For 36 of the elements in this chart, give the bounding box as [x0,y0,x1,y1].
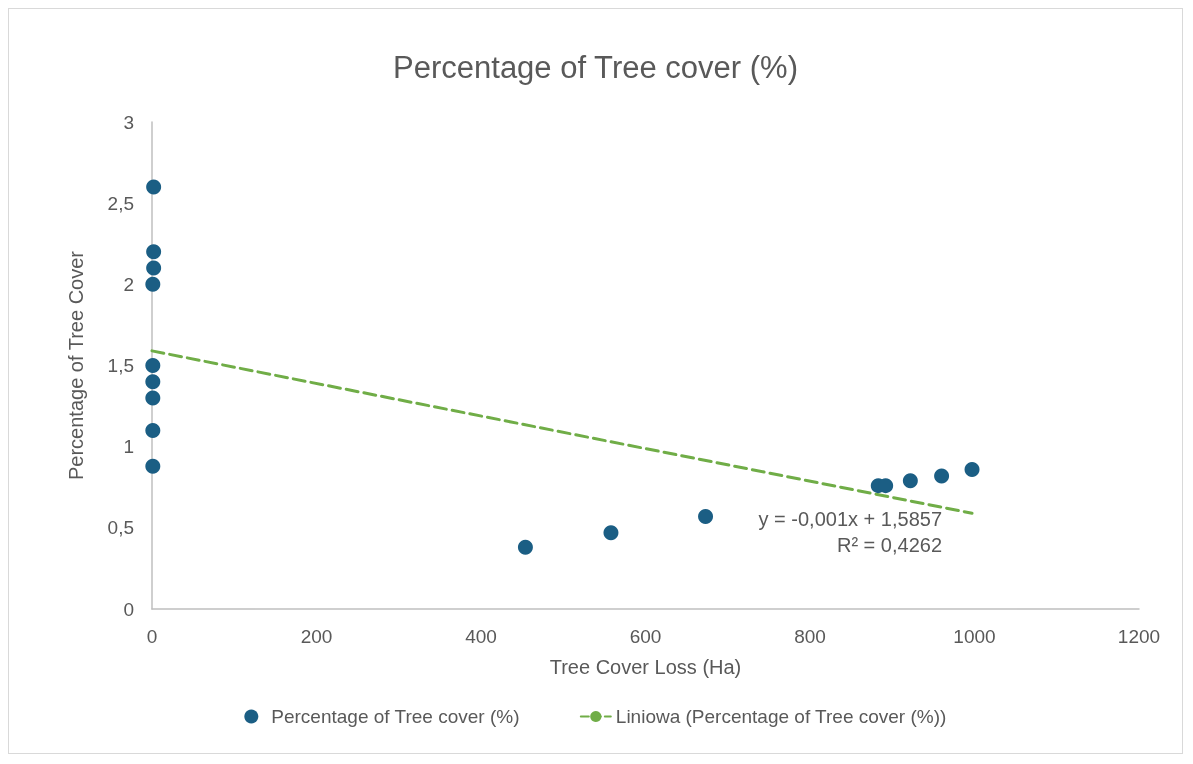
point [145,458,161,474]
point [902,473,918,489]
point [517,539,533,555]
point [964,461,980,477]
x-tick-label: 400 [465,626,497,647]
point [146,179,162,195]
x-tick-label: 800 [794,626,826,647]
point [145,358,161,373]
y-tick-label: 0 [123,598,134,620]
legend-label: Percentage of Tree cover (%) [271,706,520,727]
chart-title: Percentage of Tree cover (%) [393,50,798,85]
x-tick-label: 1000 [953,626,996,647]
y-axis-title: Percentage of Tree Cover [65,250,87,481]
annotation: y = -0,001x + 1,5857 [758,508,942,530]
y-tick-label: 2,5 [107,192,134,214]
x-axis-title: Tree Cover Loss (Ha) [549,656,742,678]
y-tick-label: 0,5 [107,517,134,539]
y-tick-label: 3 [123,111,134,133]
x-tick-label: 0 [146,626,158,647]
x-tick-label: 600 [629,626,662,647]
x-tick-label: 1200 [1117,626,1161,647]
point [698,508,714,524]
point [145,374,161,390]
point [603,525,619,541]
y-tick-label: 1,5 [107,355,134,376]
legend-label: Liniowa (Percentage of Tree cover (%)) [615,706,947,727]
annotation: R² = 0,4262 [836,534,942,556]
point [145,390,161,406]
y-tick-label: 2 [123,273,134,295]
point [145,422,161,438]
point [934,468,950,484]
point [146,244,162,260]
y-tick-label: 1 [123,436,134,458]
point [145,276,161,292]
x-tick-label: 200 [300,626,333,647]
point [146,260,162,276]
